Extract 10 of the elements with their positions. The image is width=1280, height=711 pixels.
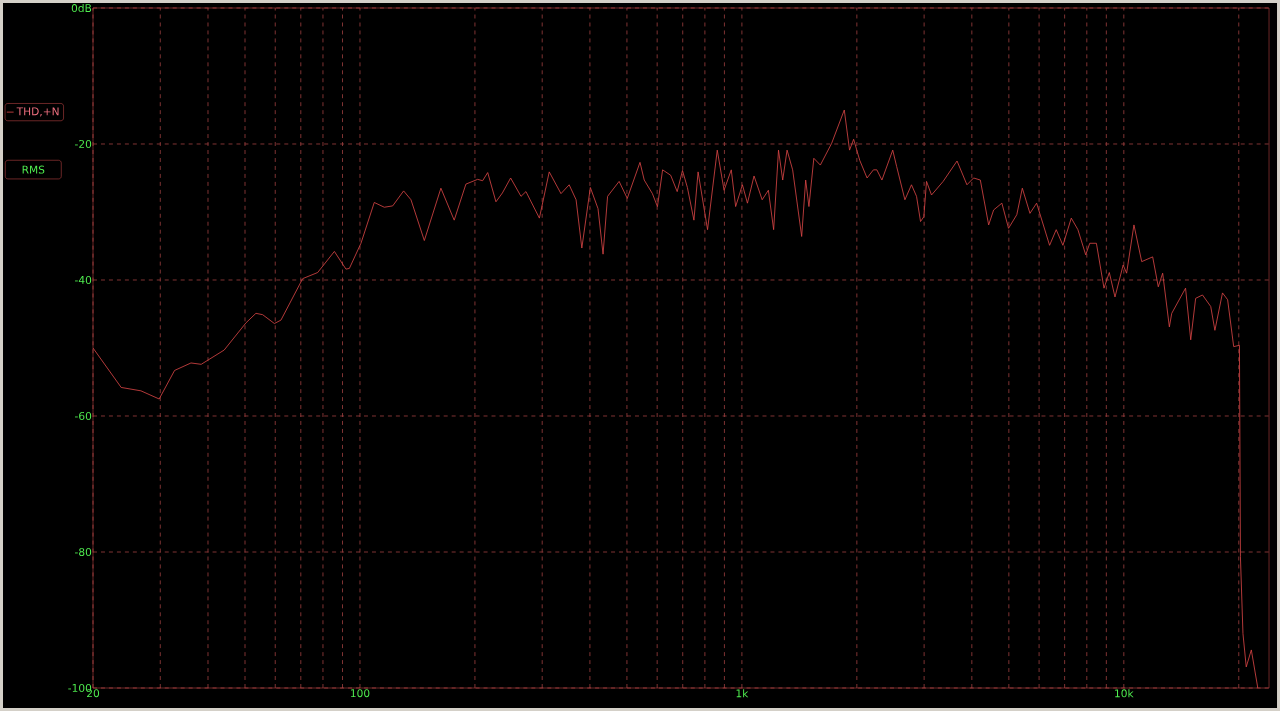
- x-tick-label: 100: [351, 689, 370, 698]
- text: RMS: [22, 165, 45, 174]
- x-tick-label: 10k: [1115, 689, 1134, 698]
- y-tick-label: -40: [75, 275, 92, 285]
- y-tick-label: 0dB: [71, 3, 92, 13]
- y-tick-label: -80: [75, 547, 92, 557]
- y-tick-label: -60: [75, 411, 92, 421]
- legend-label: THD,+N: [16, 107, 59, 117]
- x-tick-label: 1k: [736, 689, 749, 698]
- y-tick-label: -20: [75, 139, 92, 149]
